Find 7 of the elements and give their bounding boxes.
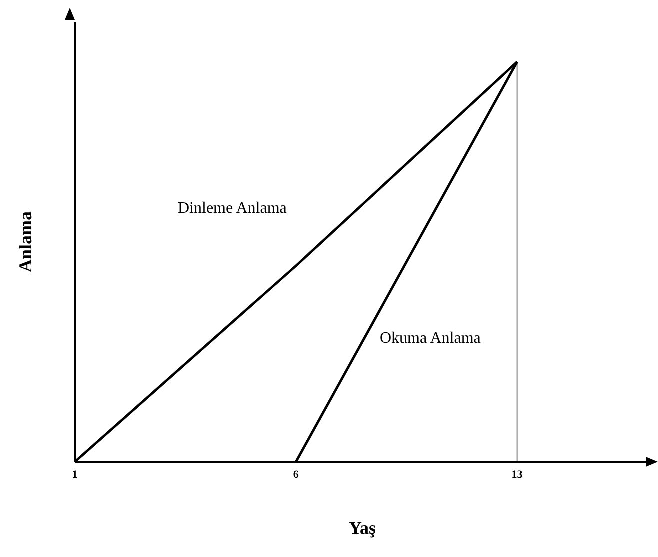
x-tick-label: 6	[293, 468, 300, 481]
series-label: Okuma Anlama	[380, 330, 481, 348]
x-axis-title: Yaş	[348, 518, 376, 538]
x-tick-label: 13	[512, 468, 524, 481]
text: Dinleme Anlama	[178, 200, 287, 218]
y-axis-title: Anlama	[15, 211, 36, 273]
x-tick-label: 1	[72, 468, 78, 481]
